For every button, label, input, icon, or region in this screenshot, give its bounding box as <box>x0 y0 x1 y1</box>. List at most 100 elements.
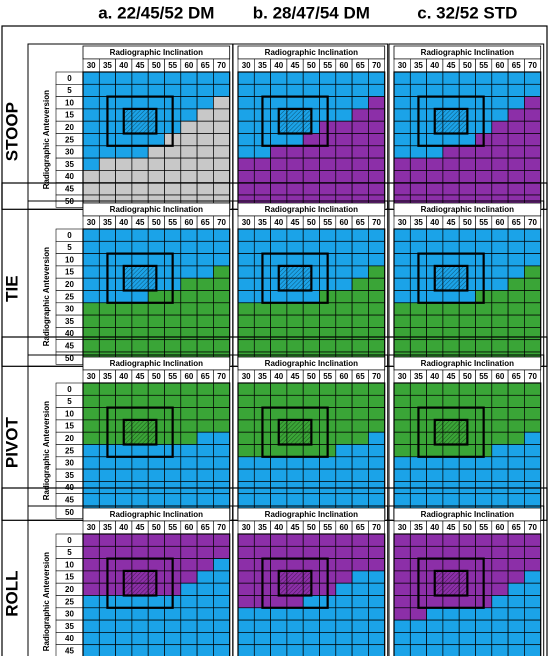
heatmap-cell <box>507 83 525 97</box>
heatmap-cell <box>270 290 288 304</box>
heatmap-cell <box>335 145 353 159</box>
heatmap-cell <box>82 419 100 433</box>
heatmap-cell <box>131 607 149 621</box>
heatmap-cell <box>115 468 133 482</box>
heatmap-cell <box>286 240 304 254</box>
y-tick-label: 10 <box>65 98 74 107</box>
heatmap-cell <box>237 265 255 279</box>
heatmap-cell <box>409 607 427 621</box>
heatmap-cell <box>196 277 214 291</box>
x-tick-label: 30 <box>242 218 251 227</box>
heatmap-cell <box>237 290 255 304</box>
heatmap-cell <box>302 456 320 470</box>
heatmap-cell <box>524 133 542 147</box>
heatmap-cell <box>458 456 476 470</box>
heatmap-cell <box>319 182 337 196</box>
heatmap-cell <box>319 302 337 316</box>
heatmap-cell <box>368 108 386 122</box>
heatmap-cell <box>196 456 214 470</box>
heatmap-cell <box>237 570 255 584</box>
heatmap-cell <box>213 145 231 159</box>
x-tick-label: 60 <box>339 372 348 381</box>
y-tick-label: 25 <box>65 446 74 455</box>
heatmap-cell <box>491 302 509 316</box>
heatmap-cell <box>458 607 476 621</box>
x-tick-label: 30 <box>87 61 96 70</box>
heatmap-cell <box>237 253 255 267</box>
heatmap-cell <box>507 444 525 458</box>
heatmap-cell <box>164 170 182 184</box>
heatmap-cell <box>458 619 476 633</box>
heatmap-cell <box>164 533 182 547</box>
heatmap-cell <box>458 632 476 646</box>
heatmap-cell <box>98 327 116 341</box>
heatmap-cell <box>196 444 214 458</box>
heatmap-cell <box>335 419 353 433</box>
heatmap-cell <box>270 314 288 328</box>
heatmap-cell <box>335 545 353 559</box>
heatmap-cell <box>253 493 271 507</box>
heatmap-cell <box>409 493 427 507</box>
heatmap-cell <box>180 96 198 110</box>
heatmap-cell <box>335 407 353 421</box>
heatmap-cell <box>196 290 214 304</box>
heatmap-cell <box>368 607 386 621</box>
x-tick-label: 70 <box>217 218 226 227</box>
heatmap-cell <box>351 133 369 147</box>
x-tick-label: 55 <box>168 372 177 381</box>
heatmap-cell <box>507 277 525 291</box>
heatmap-cell <box>302 493 320 507</box>
heatmap-cell <box>237 444 255 458</box>
heatmap-cell <box>253 240 271 254</box>
heatmap-cell <box>351 558 369 572</box>
heatmap-cell <box>507 170 525 184</box>
heatmap-cell <box>270 145 288 159</box>
heatmap-cell <box>147 170 165 184</box>
target-zone-outer-box <box>261 95 329 147</box>
heatmap-cell <box>393 382 411 396</box>
heatmap-cell <box>491 290 509 304</box>
heatmap-cell <box>475 157 493 171</box>
heatmap-cell <box>196 582 214 596</box>
x-tick-label: 50 <box>307 523 316 532</box>
y-tick-label: 35 <box>65 160 74 169</box>
heatmap-cell <box>393 339 411 353</box>
heatmap-cell <box>393 394 411 408</box>
heatmap-cell <box>458 96 476 110</box>
heatmap-cell <box>524 120 542 134</box>
heatmap-cell <box>426 253 444 267</box>
heatmap-cell <box>491 545 509 559</box>
heatmap-cell <box>393 240 411 254</box>
heatmap-cell <box>164 382 182 396</box>
heatmap-cell <box>491 253 509 267</box>
x-axis-label: Radiographic Inclination <box>421 205 514 214</box>
heatmap-cell <box>335 570 353 584</box>
row-block-frame <box>1 487 548 661</box>
column-title: c. 32/52 STD <box>417 3 517 22</box>
heatmap-cell <box>213 83 231 97</box>
heatmap-cell <box>491 632 509 646</box>
heatmap-cell <box>196 265 214 279</box>
heatmap-cell <box>507 468 525 482</box>
heatmap-cell <box>270 327 288 341</box>
heatmap-cell <box>368 644 386 658</box>
heatmap-cell <box>302 533 320 547</box>
y-tick-label: 15 <box>65 422 74 431</box>
heatmap-cell <box>180 314 198 328</box>
heatmap-cell <box>98 456 116 470</box>
heatmap-cell <box>351 407 369 421</box>
y-tick-label: 30 <box>65 459 74 468</box>
heatmap-cell <box>368 619 386 633</box>
x-tick-label: 50 <box>463 218 472 227</box>
heatmap-cell <box>491 431 509 445</box>
heatmap-cell <box>115 71 133 85</box>
heatmap-cell <box>491 265 509 279</box>
heatmap-cell <box>302 228 320 242</box>
x-tick-label: 55 <box>323 523 332 532</box>
heatmap-cell <box>131 302 149 316</box>
heatmap-cell <box>302 558 320 572</box>
heatmap-cell <box>196 145 214 159</box>
heatmap-cell <box>335 108 353 122</box>
heatmap-cell <box>507 644 525 658</box>
heatmap-cell <box>491 170 509 184</box>
